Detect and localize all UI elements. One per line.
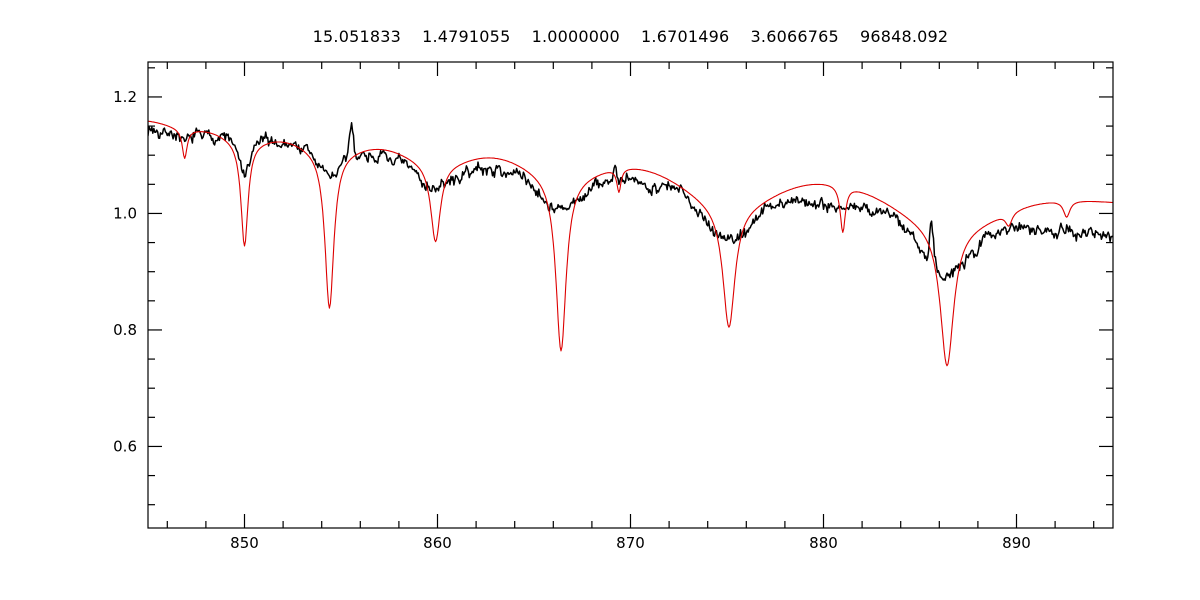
x-tick-label: 860: [423, 534, 452, 552]
y-tick-label: 1.2: [113, 88, 137, 106]
x-tick-label: 850: [230, 534, 259, 552]
y-tick-label: 0.6: [113, 437, 137, 455]
x-tick-label: 870: [616, 534, 645, 552]
y-tick-label: 1.0: [113, 204, 137, 222]
x-tick-label: 880: [809, 534, 838, 552]
y-tick-label: 0.8: [113, 321, 137, 339]
x-tick-label: 890: [1002, 534, 1031, 552]
observed-spectrum-curve: [148, 122, 1113, 282]
fit-parameter-values: 15.051833 1.4791055 1.0000000 1.6701496 …: [312, 27, 949, 46]
axes-frame: [147, 61, 1114, 529]
model-spectrum-curve: [148, 120, 1113, 367]
